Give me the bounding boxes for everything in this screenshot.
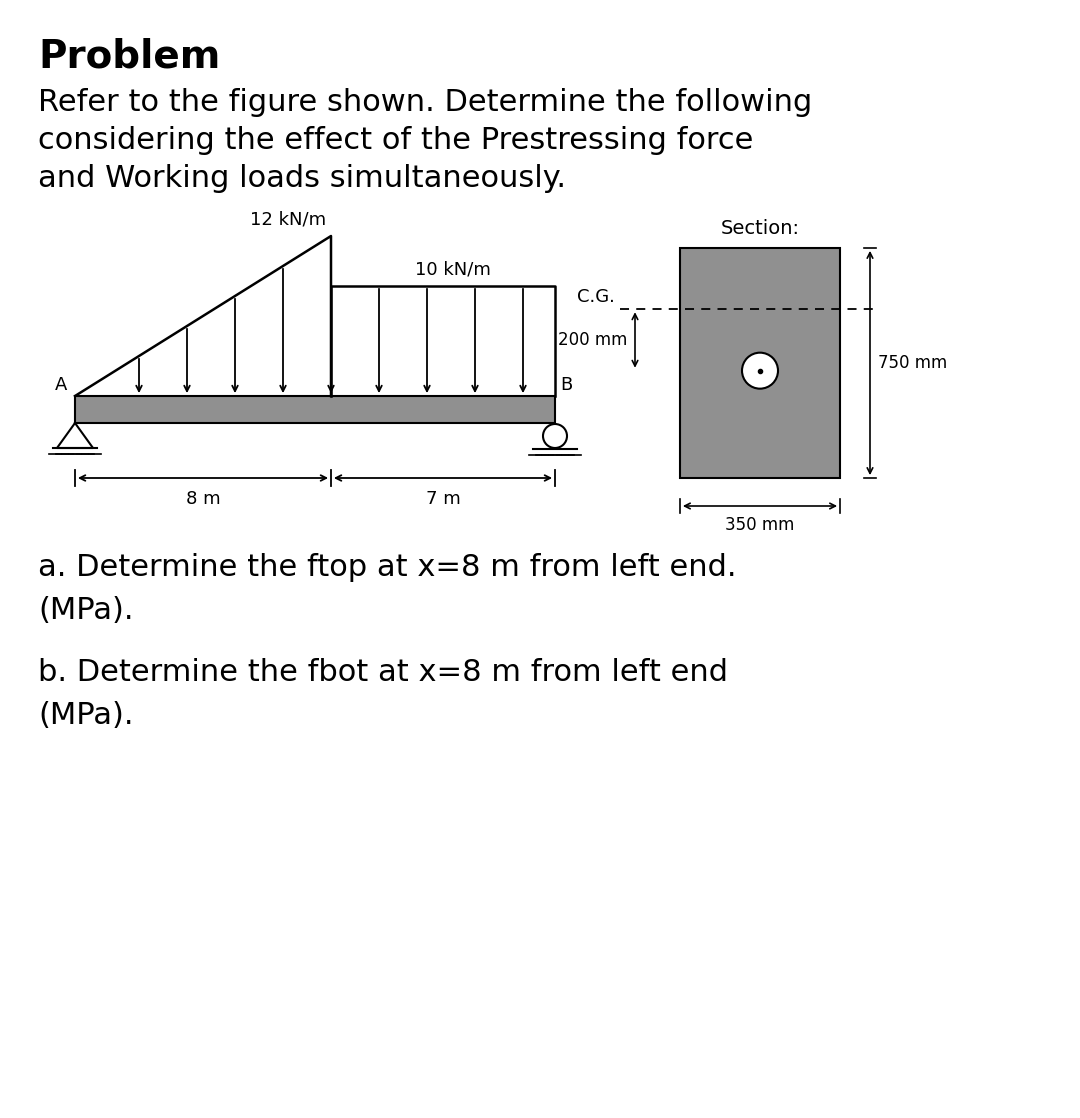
Text: 12 kN/m: 12 kN/m: [249, 210, 326, 228]
Text: Refer to the figure shown. Determine the following: Refer to the figure shown. Determine the…: [38, 88, 812, 117]
Text: 7 m: 7 m: [426, 490, 460, 508]
Bar: [75, 396, 555, 423]
Text: b. Determine the fbot at x=8 m from left end
(MPa).: b. Determine the fbot at x=8 m from left…: [38, 659, 728, 730]
Text: and Working loads simultaneously.: and Working loads simultaneously.: [38, 164, 566, 193]
Text: 8 m: 8 m: [186, 490, 220, 508]
Text: 200 mm: 200 mm: [557, 331, 627, 349]
Text: Problem: Problem: [38, 38, 220, 76]
Text: 10 kN/m: 10 kN/m: [415, 260, 491, 278]
Text: B: B: [561, 376, 572, 394]
Text: a. Determine the ftop at x=8 m from left end.
(MPa).: a. Determine the ftop at x=8 m from left…: [38, 553, 737, 625]
Text: 750 mm: 750 mm: [878, 354, 947, 372]
Text: A: A: [55, 376, 67, 394]
Text: 350 mm: 350 mm: [726, 517, 795, 534]
Text: considering the effect of the Prestressing force: considering the effect of the Prestressi…: [38, 126, 754, 155]
Text: Section:: Section:: [720, 219, 799, 238]
Circle shape: [742, 352, 778, 389]
Text: C.G.: C.G.: [577, 288, 615, 306]
Bar: [680, 248, 840, 479]
